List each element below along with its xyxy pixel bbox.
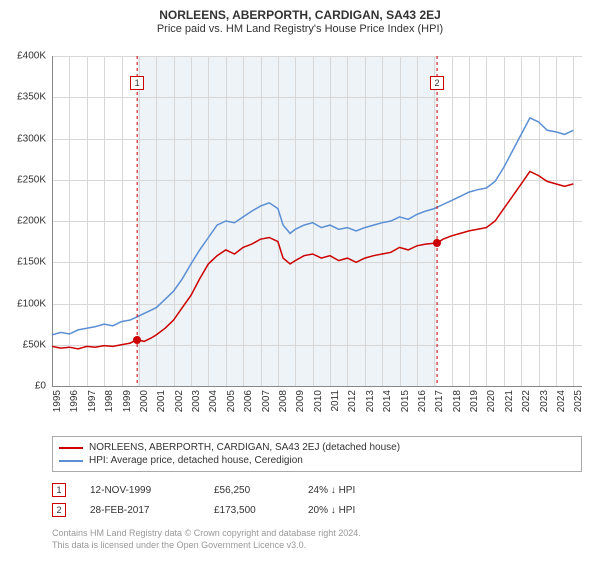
x-tick-label: 2002 bbox=[174, 390, 185, 412]
x-tick-label: 2012 bbox=[347, 390, 358, 412]
x-tick-label: 2006 bbox=[243, 390, 254, 412]
series-red bbox=[52, 172, 573, 349]
x-tick-label: 1999 bbox=[122, 390, 133, 412]
x-tick-label: 1995 bbox=[52, 390, 63, 412]
x-tick-label: 2010 bbox=[313, 390, 324, 412]
legend-swatch bbox=[59, 460, 83, 462]
x-tick-label: 2011 bbox=[330, 390, 341, 412]
annotation-date: 28-FEB-2017 bbox=[90, 505, 190, 516]
marker-dot bbox=[133, 336, 141, 344]
marker-box: 2 bbox=[430, 76, 444, 90]
chart-area: 12 £0£50K£100K£150K£200K£250K£300K£350K£… bbox=[52, 56, 582, 386]
line-plot bbox=[52, 56, 582, 386]
marker-dot bbox=[433, 239, 441, 247]
annotation-pct: 24% ↓ HPI bbox=[308, 485, 408, 496]
chart-title: NORLEENS, ABERPORTH, CARDIGAN, SA43 2EJ bbox=[0, 8, 600, 22]
x-tick-label: 2017 bbox=[434, 390, 445, 412]
legend-box: NORLEENS, ABERPORTH, CARDIGAN, SA43 2EJ … bbox=[52, 436, 582, 472]
x-tick-label: 2021 bbox=[504, 390, 515, 412]
x-tick-label: 1998 bbox=[104, 390, 115, 412]
x-tick-label: 2014 bbox=[382, 390, 393, 412]
x-tick-label: 1997 bbox=[87, 390, 98, 412]
annotation-marker: 2 bbox=[52, 503, 66, 517]
x-tick-label: 2008 bbox=[278, 390, 289, 412]
footer: Contains HM Land Registry data © Crown c… bbox=[52, 528, 582, 551]
x-tick-label: 2022 bbox=[521, 390, 532, 412]
y-tick-label: £350K bbox=[17, 92, 46, 103]
x-tick-label: 2004 bbox=[208, 390, 219, 412]
x-tick-label: 2013 bbox=[365, 390, 376, 412]
legend-row: NORLEENS, ABERPORTH, CARDIGAN, SA43 2EJ … bbox=[59, 441, 575, 454]
series-blue bbox=[52, 118, 573, 335]
legend-swatch bbox=[59, 447, 83, 449]
x-tick-label: 2009 bbox=[295, 390, 306, 412]
annotation-date: 12-NOV-1999 bbox=[90, 485, 190, 496]
x-tick-label: 2000 bbox=[139, 390, 150, 412]
y-tick-label: £150K bbox=[17, 257, 46, 268]
x-tick-label: 2023 bbox=[539, 390, 550, 412]
y-tick-label: £200K bbox=[17, 216, 46, 227]
y-tick-label: £400K bbox=[17, 51, 46, 62]
x-tick-label: 2016 bbox=[417, 390, 428, 412]
annotation-price: £56,250 bbox=[214, 485, 284, 496]
legend-label: HPI: Average price, detached house, Cere… bbox=[89, 455, 303, 466]
marker-box: 1 bbox=[130, 76, 144, 90]
x-tick-label: 2020 bbox=[486, 390, 497, 412]
annotation-row: 1 12-NOV-1999 £56,250 24% ↓ HPI bbox=[52, 480, 582, 500]
x-tick-label: 2025 bbox=[573, 390, 584, 412]
x-tick-label: 1996 bbox=[69, 390, 80, 412]
annotation-table: 1 12-NOV-1999 £56,250 24% ↓ HPI 2 28-FEB-2017… bbox=[52, 480, 582, 520]
y-tick-label: £100K bbox=[17, 298, 46, 309]
y-tick-label: £0 bbox=[35, 381, 46, 392]
x-tick-label: 2015 bbox=[400, 390, 411, 412]
legend-row: HPI: Average price, detached house, Cere… bbox=[59, 454, 575, 467]
annotation-row: 2 28-FEB-2017 £173,500 20% ↓ HPI bbox=[52, 500, 582, 520]
x-tick-label: 2018 bbox=[452, 390, 463, 412]
annotation-price: £173,500 bbox=[214, 505, 284, 516]
x-tick-label: 2001 bbox=[156, 390, 167, 412]
footer-line-2: This data is licensed under the Open Gov… bbox=[52, 540, 582, 552]
legend-area: NORLEENS, ABERPORTH, CARDIGAN, SA43 2EJ … bbox=[52, 436, 582, 551]
y-tick-label: £250K bbox=[17, 174, 46, 185]
y-tick-label: £50K bbox=[23, 339, 46, 350]
legend-label: NORLEENS, ABERPORTH, CARDIGAN, SA43 2EJ … bbox=[89, 442, 400, 453]
y-tick-label: £300K bbox=[17, 133, 46, 144]
annotation-pct: 20% ↓ HPI bbox=[308, 505, 408, 516]
x-tick-label: 2003 bbox=[191, 390, 202, 412]
x-tick-label: 2005 bbox=[226, 390, 237, 412]
x-tick-label: 2019 bbox=[469, 390, 480, 412]
x-tick-label: 2024 bbox=[556, 390, 567, 412]
footer-line-1: Contains HM Land Registry data © Crown c… bbox=[52, 528, 582, 540]
chart-subtitle: Price paid vs. HM Land Registry's House … bbox=[0, 23, 600, 35]
annotation-marker: 1 bbox=[52, 483, 66, 497]
x-tick-label: 2007 bbox=[261, 390, 272, 412]
